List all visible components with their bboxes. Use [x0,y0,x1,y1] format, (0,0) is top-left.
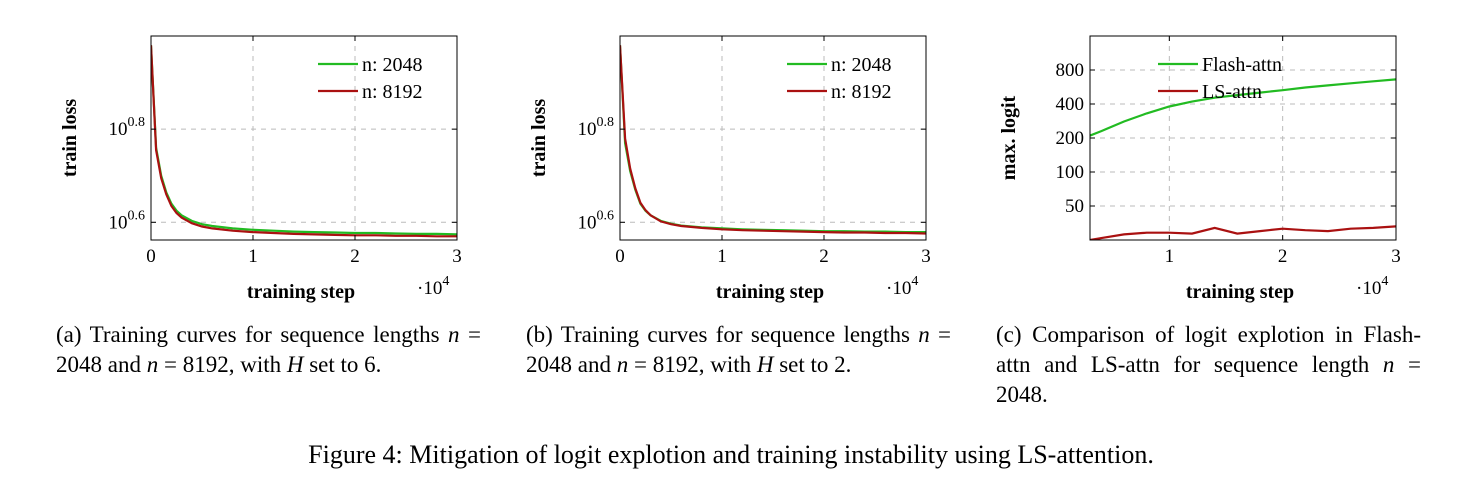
y-axis-label: train loss [59,99,81,178]
legend-label: n: 8192 [831,81,892,103]
x-tick-label: 2 [350,246,360,267]
x-tick-label: 2 [1278,246,1288,267]
legend-label: Flash-attn [1202,54,1282,76]
series-line-red [151,45,457,238]
x-tick-label: 1 [248,246,258,267]
y-tick-label: 800 [1056,60,1085,81]
x-tick-label: 3 [452,246,462,267]
plot-frame [150,35,458,241]
y-tick-label: 100.6 [578,208,615,233]
x-multiplier: ·104 [886,274,918,299]
x-tick-label: 3 [921,246,931,267]
chart-b: 0 1 2 3 100.6 100.8 training step ·104 train los… [528,35,931,303]
y-tick-label: 50 [1065,196,1084,217]
x-multiplier: ·104 [1356,274,1388,299]
x-tick-label: 0 [615,246,625,267]
x-axis-label: training step [247,281,355,303]
x-tick-label: 1 [717,246,727,267]
y-tick-label: 100 [1056,162,1085,183]
chart-c: 1 2 3 50 100 200 400 800 training step ·104 max. l… [998,35,1401,303]
chart-a: 0 1 2 3 100.6 100.8 training step ·104 train los… [59,35,462,303]
plot-frame [619,35,927,241]
y-tick-label: 200 [1056,128,1085,149]
y-tick-label: 400 [1056,94,1085,115]
caption-b: (b) Training curves for sequence lengths… [526,322,951,377]
series-line-green [1090,78,1396,137]
legend-label: n: 2048 [831,54,892,76]
series-line-red [1090,225,1396,240]
legend-label: LS-attn [1202,81,1262,103]
x-tick-label: 2 [819,246,829,267]
y-tick-label: 100.8 [109,115,146,140]
x-tick-label: 3 [1391,246,1401,267]
figure-caption: Figure 4: Mitigation of logit explotion … [308,440,1154,469]
caption-a: (a) Training curves for sequence lengths… [56,322,481,377]
y-axis-label: train loss [528,99,550,178]
y-axis-label: max. logit [998,95,1020,180]
y-tick-label: 100.6 [109,208,146,233]
legend-label: n: 2048 [362,54,423,76]
x-tick-label: 1 [1165,246,1175,267]
y-tick-label: 100.8 [578,115,615,140]
figure: 0 1 2 3 100.6 100.8 training step ·104 train los… [59,35,1401,303]
x-axis-label: training step [716,281,824,303]
caption-c: (c) Comparison of logit explotion in Fla… [996,322,1421,407]
series-line-red [620,45,926,235]
x-axis-label: training step [1186,281,1294,303]
x-tick-label: 0 [146,246,156,267]
x-multiplier: ·104 [417,274,449,299]
legend-label: n: 8192 [362,81,423,103]
